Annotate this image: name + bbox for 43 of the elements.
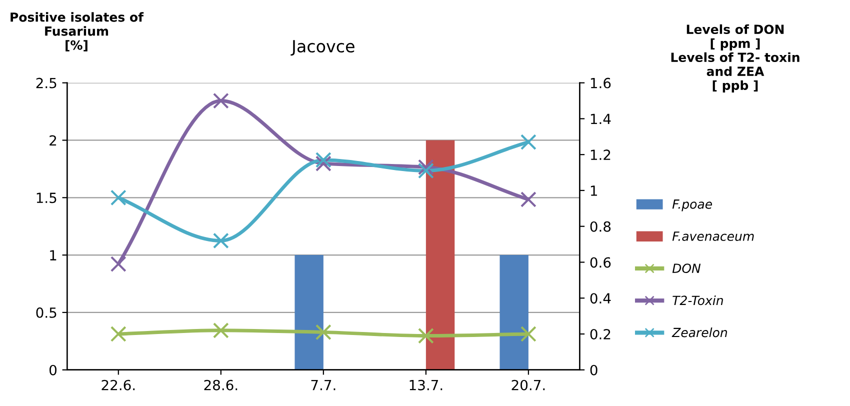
point xyxy=(315,156,332,172)
legend-label: F.poae xyxy=(672,200,712,212)
x-tick-label: 22.6. xyxy=(102,380,135,390)
point xyxy=(212,232,229,249)
y2-tick-label: 0.8 xyxy=(590,221,611,232)
point xyxy=(418,159,434,176)
y-tick-label: 0 xyxy=(50,364,57,376)
y2-tick-label: 1 xyxy=(590,186,597,196)
x-tick-label: 28.6. xyxy=(204,380,238,390)
y2-tick-label: 0 xyxy=(590,364,598,376)
point xyxy=(110,190,126,206)
y-tick-label: 2.5 xyxy=(36,78,56,88)
y2-tick-label: 0.4 xyxy=(590,293,611,304)
point xyxy=(212,92,229,109)
point xyxy=(520,191,536,208)
point xyxy=(520,326,536,342)
x-tick-label: 20.7. xyxy=(512,380,545,390)
y-tick-label: 0.5 xyxy=(36,307,56,318)
point xyxy=(315,152,332,168)
point xyxy=(418,328,434,344)
point xyxy=(110,256,126,272)
legend-label: DON xyxy=(672,264,701,274)
point xyxy=(110,326,126,342)
y-axis-title: Positive isolates of Fusarium [%] xyxy=(10,12,144,52)
x-tick-label: 13.7. xyxy=(410,380,442,390)
legend-label: T2-Toxin xyxy=(672,295,723,306)
y-tick-label: 1 xyxy=(50,250,56,260)
legend-label: Zearelon xyxy=(672,328,728,338)
point xyxy=(315,324,332,340)
y2-tick-label: 1.4 xyxy=(590,114,611,124)
y2-tick-label: 1.6 xyxy=(590,78,611,88)
x-tick-label: 7.7. xyxy=(311,380,336,390)
point xyxy=(418,162,434,179)
y2-axis-title: Levels of DON [ ppm ] Levels of T2- toxin and ZEA [ ppb ] xyxy=(671,24,800,92)
y2-tick-label: 0.2 xyxy=(590,328,610,340)
y-tick-label: 1.5 xyxy=(36,192,56,204)
chart-title: Jacovce xyxy=(290,40,354,56)
point xyxy=(520,134,536,150)
point xyxy=(212,322,229,338)
y2-tick-label: 1.2 xyxy=(590,150,610,160)
legend-label: F.avenaceum xyxy=(672,232,754,241)
y-tick-label: 2 xyxy=(50,135,56,146)
y2-tick-label: 0.6 xyxy=(590,257,611,268)
